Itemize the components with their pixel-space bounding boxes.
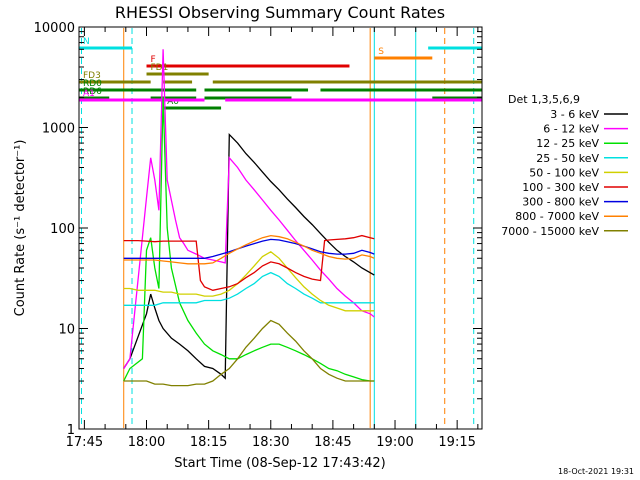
y-tick-label: 10000 [34, 21, 75, 36]
series-line [123, 234, 375, 265]
series-line [123, 271, 375, 306]
plot-frame [78, 26, 483, 430]
flag-bar-label: RD6 [83, 87, 102, 97]
legend-title: Det 1,3,5,6,9 [508, 93, 580, 106]
series-line [123, 238, 375, 259]
flag-bar-label: S [378, 47, 384, 57]
legend-entry-label: 50 - 100 keV [529, 166, 599, 179]
y-tick-label: 100 [50, 222, 75, 237]
x-tick-label: 18:15 [190, 435, 227, 450]
legend-entry-label: 7000 - 15000 keV [501, 225, 599, 238]
flag-bar-label: A0 [167, 97, 179, 107]
footer-timestamp: 18-Oct-2021 19:31 [558, 467, 634, 476]
y-tick-label: 1000 [42, 122, 75, 137]
x-tick-label: 18:00 [128, 435, 165, 450]
y-axis-label: Count Rate (s⁻¹ detector⁻¹) [13, 140, 28, 317]
x-tick-label: 18:45 [314, 435, 351, 450]
y-axis: 1 10 100 1000 10000 [34, 21, 482, 438]
x-tick-label: 18:30 [252, 435, 289, 450]
flag-bar-label: N [83, 37, 90, 47]
chart-title: RHESSI Observing Summary Count Rates [115, 3, 445, 22]
series-line [123, 319, 375, 387]
legend-entry-label: 100 - 300 keV [522, 181, 599, 194]
y-tick-label: 10 [58, 323, 75, 338]
flag-bar-label: FD3 [83, 71, 101, 81]
x-axis-label: Start Time (08-Sep-12 17:43:42) [174, 456, 385, 471]
flag-bar-label: A1 [83, 89, 95, 99]
series-line [123, 234, 375, 291]
series-line [123, 49, 375, 369]
legend-entry-label: 25 - 50 keV [536, 152, 599, 165]
x-tick-label: 19:15 [438, 435, 475, 450]
flag-bar-label: FD1 [151, 63, 169, 73]
x-tick-label: 19:00 [376, 435, 413, 450]
legend-entry-label: 12 - 25 keV [536, 137, 599, 150]
flag-bar-label: F [151, 55, 156, 65]
series-line [123, 133, 375, 380]
flag-bar-label: RD0 [83, 79, 102, 89]
legend-entry-label: 6 - 12 keV [543, 123, 599, 136]
y-tick-label: 1 [67, 423, 75, 438]
x-axis: 17:45 18:00 18:15 18:30 18:45 19:00 19:15 [66, 27, 479, 450]
series-line [123, 251, 375, 312]
legend-entry-label: 300 - 800 keV [522, 196, 599, 209]
legend-entry-label: 800 - 7000 keV [515, 210, 599, 223]
x-tick-label: 17:45 [66, 435, 103, 450]
legend-entry-label: 3 - 6 keV [550, 108, 599, 121]
